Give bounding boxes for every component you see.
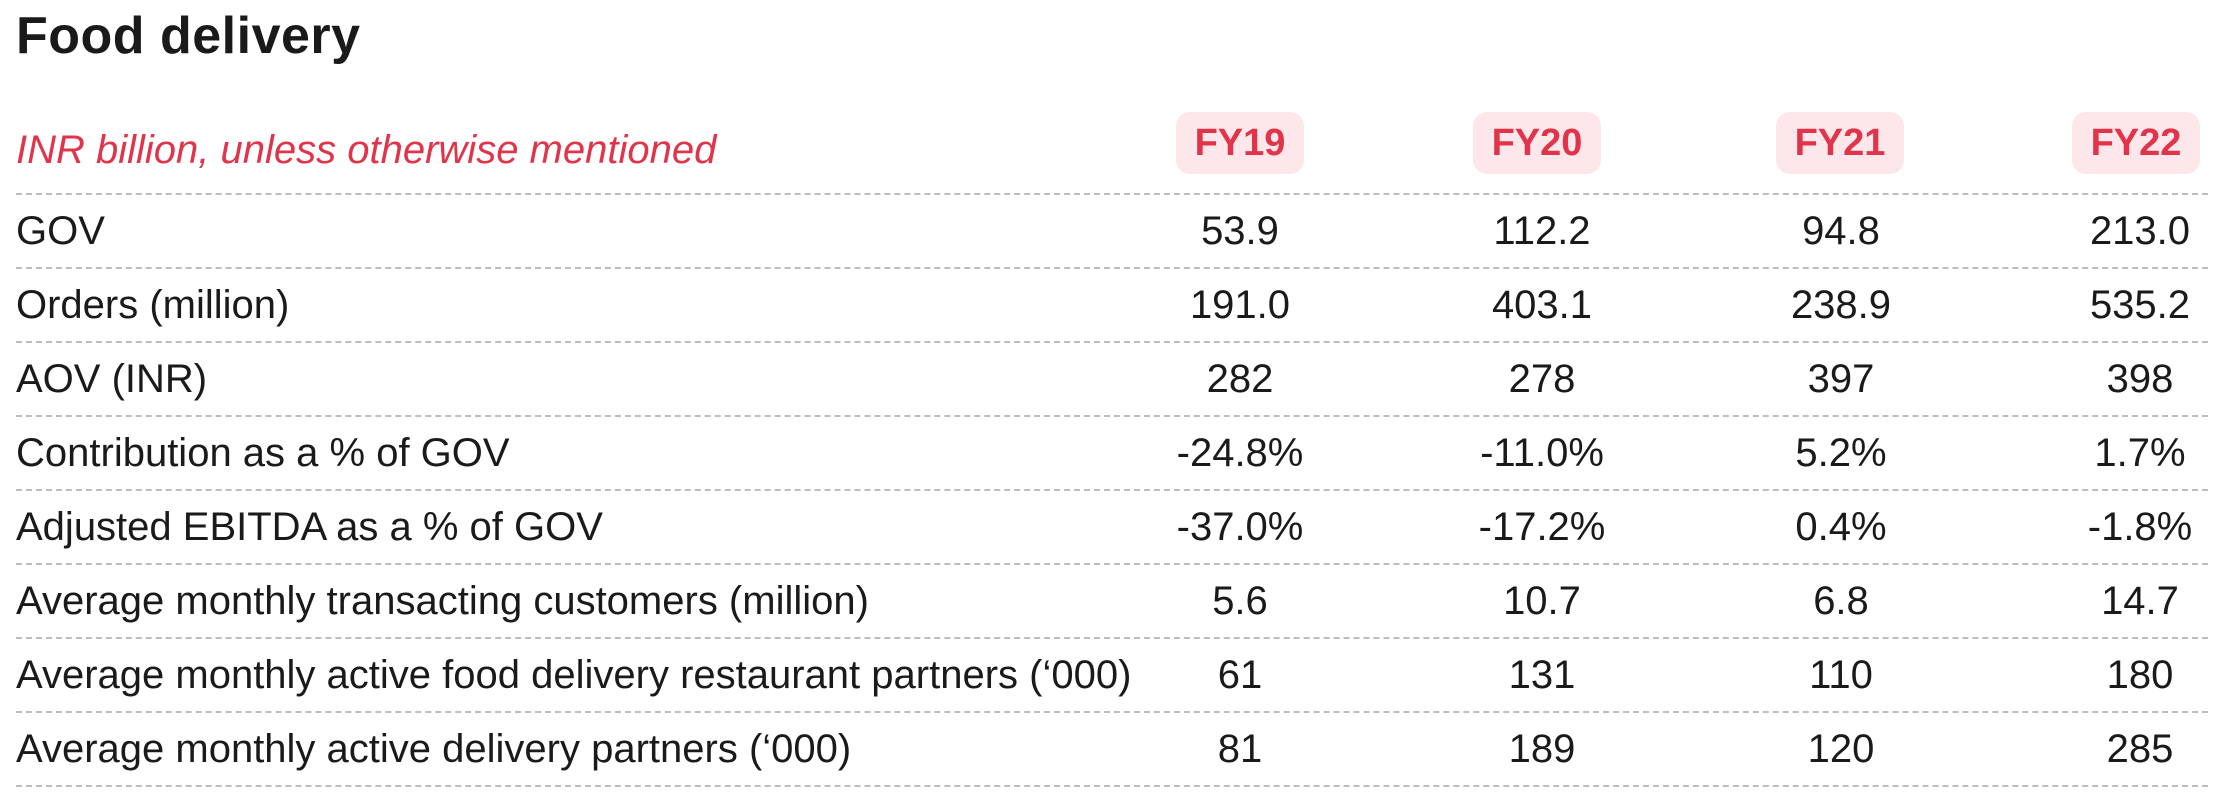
table-cell: -37.0% [1176,505,1304,549]
table-cell: 398 [2106,357,2174,401]
table-cell: 191.0 [1189,283,1291,327]
row-label: AOV (INR) [16,357,208,401]
row-label: Contribution as a % of GOV [16,431,510,475]
table-cell: 112.2 [1493,209,1591,253]
table-cell: 1.7% [2094,431,2186,475]
row-label: Average monthly transacting customers (m… [16,579,869,623]
table-cell: 53.9 [1201,209,1279,253]
row-label: Orders (million) [16,283,290,327]
table-cell: 131 [1508,653,1576,697]
table-row-transacting-customers: Average monthly transacting customers (m… [16,565,2208,639]
table-cell: 10.7 [1503,579,1581,623]
column-header-fy22: FY22 [2072,112,2200,174]
table-row-aov: AOV (INR) 282 278 397 398 [16,343,2208,417]
row-label: Average monthly active food delivery res… [16,653,1132,697]
table-row-adjusted-ebitda: Adjusted EBITDA as a % of GOV -37.0% -17… [16,491,2208,565]
page-title: Food delivery [16,7,361,65]
table-cell: -17.2% [1478,505,1606,549]
table-row-restaurant-partners: Average monthly active food delivery res… [16,639,2208,713]
row-label: GOV [16,209,105,253]
table-cell: 5.2% [1795,431,1887,475]
table-cell: 189 [1508,727,1576,771]
table-cell: -1.8% [2087,505,2193,549]
unit-note: INR billion, unless otherwise mentioned [16,128,717,172]
row-label: Adjusted EBITDA as a % of GOV [16,505,603,549]
table-cell: 535.2 [2089,283,2191,327]
column-header-fy19: FY19 [1176,112,1304,174]
table-cell: 94.8 [1802,209,1880,253]
table-cell: 120 [1807,727,1875,771]
table-cell: 403.1 [1491,283,1593,327]
table-cell: 180 [2106,653,2174,697]
table-cell: -24.8% [1176,431,1304,475]
table-row-contribution: Contribution as a % of GOV -24.8% -11.0%… [16,417,2208,491]
table-row-delivery-partners: Average monthly active delivery partners… [16,713,2208,787]
table-cell: 278 [1508,357,1576,401]
table-cell: 110 [1809,653,1873,697]
table-cell: 238.9 [1790,283,1892,327]
table-cell: 14.7 [2101,579,2179,623]
table-cell: -11.0% [1480,431,1604,475]
table-cell: 5.6 [1212,579,1268,623]
food-delivery-table: INR billion, unless otherwise mentioned … [16,110,2208,787]
table-cell: 285 [2106,727,2174,771]
column-header-fy21: FY21 [1776,112,1904,174]
table-cell: 61 [1217,653,1263,697]
table-cell: 397 [1807,357,1875,401]
table-row-gov: GOV 53.9 112.2 94.8 213.0 [16,195,2208,269]
table-row-orders: Orders (million) 191.0 403.1 238.9 535.2 [16,269,2208,343]
table-cell: 213.0 [2089,209,2191,253]
table-cell: 0.4% [1795,505,1887,549]
row-label: Average monthly active delivery partners… [16,727,852,771]
table-cell: 81 [1217,727,1263,771]
table-cell: 282 [1206,357,1274,401]
table-cell: 6.8 [1813,579,1869,623]
table-header-row: INR billion, unless otherwise mentioned … [16,110,2208,195]
column-header-fy20: FY20 [1473,112,1601,174]
